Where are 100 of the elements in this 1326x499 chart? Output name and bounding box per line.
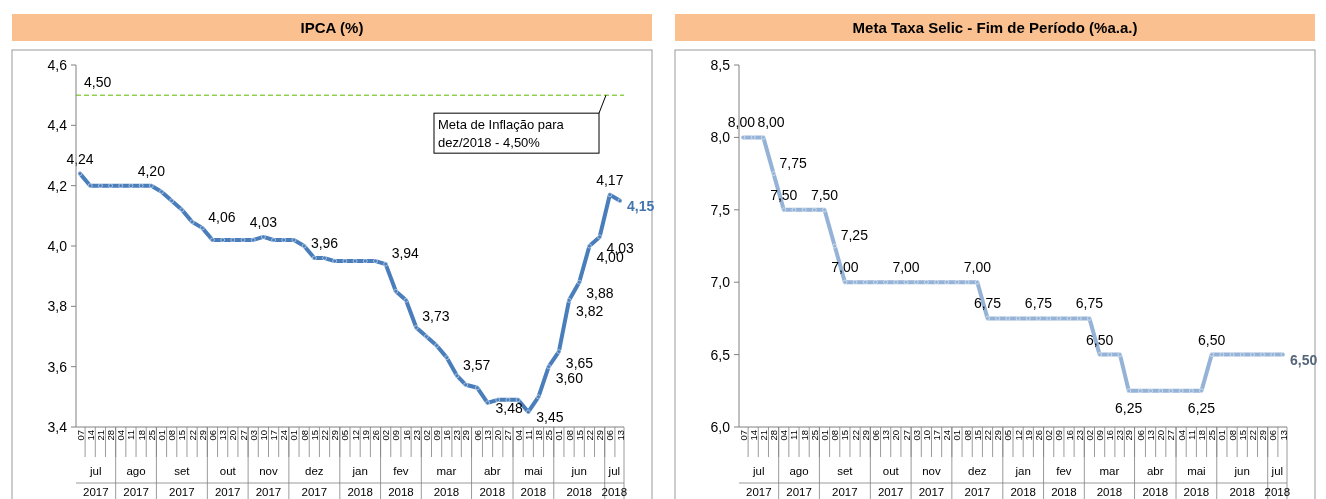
x-tick-label: 13 <box>1145 430 1157 441</box>
x-tick-label: 07 <box>737 430 749 441</box>
y-tick-label: 7,0 <box>710 274 731 291</box>
x-tick-label: 20 <box>1155 430 1167 441</box>
x-tick-label: 27 <box>502 430 514 441</box>
text: set <box>837 465 854 477</box>
x-tick-label: 22 <box>186 430 198 441</box>
x-tick-label: 25 <box>543 430 555 441</box>
x-tick-label: 16 <box>1104 430 1116 441</box>
x-tick-label: 19 <box>359 430 371 441</box>
x-tick-label: 03 <box>247 430 259 441</box>
data-label: 6,75 <box>973 295 1002 312</box>
data-label: 4,03 <box>249 213 278 230</box>
y-tick-label: 8,0 <box>710 129 731 146</box>
data-label: 7,25 <box>840 227 869 243</box>
text: ago <box>126 465 146 477</box>
x-tick-label: 20 <box>890 430 902 441</box>
x-tick-label: 23 <box>410 430 422 441</box>
x-tick-label: 22 <box>982 430 994 441</box>
data-label: 3,48 <box>495 399 524 416</box>
x-tick-label: 28 <box>105 430 117 441</box>
x-tick-label: 09 <box>1094 430 1106 441</box>
y-tick-label: 3,6 <box>47 358 68 375</box>
x-tick-label: 28 <box>768 430 780 441</box>
text: abr <box>483 465 501 477</box>
x-tick-label: 13 <box>482 430 494 441</box>
x-tick-label: 08 <box>961 430 973 441</box>
x-tick-label: 01 <box>288 430 300 441</box>
text: jul <box>1270 465 1284 477</box>
x-tick-label: 15 <box>573 430 585 441</box>
data-label: 4,15 <box>627 197 655 214</box>
x-tick-label: 02 <box>1043 430 1055 441</box>
x-tick-label: 13 <box>614 430 626 441</box>
x-tick-label: 22 <box>1246 430 1258 441</box>
x-tick-label: 15 <box>308 430 320 441</box>
data-label: 6,75 <box>1075 295 1104 312</box>
x-tick-label: 23 <box>1073 430 1085 441</box>
annotation: 4,50 <box>84 74 112 91</box>
x-tick-label: 12 <box>349 430 361 441</box>
x-tick-label: 01 <box>156 430 168 441</box>
text: 2018 <box>1142 486 1169 498</box>
text: 2017 <box>83 486 109 498</box>
x-tick-label: 12 <box>1012 430 1024 441</box>
data-label: 4,17 <box>596 171 624 188</box>
text: 2017 <box>746 486 772 498</box>
text: 2018 <box>479 486 506 498</box>
text: 2017 <box>169 486 195 498</box>
text: 2018 <box>566 486 593 498</box>
data-label: 7,75 <box>779 154 808 171</box>
y-tick-label: 4,6 <box>47 57 68 73</box>
x-tick-label: 06 <box>1134 430 1146 441</box>
text: jul <box>752 465 765 477</box>
x-tick-label: 02 <box>1083 430 1095 441</box>
data-label: 7,00 <box>963 259 992 276</box>
x-tick-label: 08 <box>166 430 178 441</box>
text: nov <box>259 465 279 477</box>
x-tick-label: 13 <box>1277 430 1289 441</box>
x-tick-label: 08 <box>563 430 575 441</box>
text: 2017 <box>255 486 282 498</box>
text: 2018 <box>1096 486 1123 498</box>
y-tick-label: 8,5 <box>710 57 731 73</box>
text: mar <box>1099 465 1120 477</box>
y-tick-label: 6,0 <box>710 419 731 435</box>
data-label: 6,25 <box>1115 399 1143 416</box>
y-tick-label: 4,4 <box>47 117 68 134</box>
text: 2018 <box>388 486 414 498</box>
text: 2018 <box>433 486 460 498</box>
data-label: 6,50 <box>1198 331 1226 348</box>
x-tick-label: 26 <box>1032 430 1044 441</box>
x-tick-label: 29 <box>460 430 472 441</box>
x-tick-label: 01 <box>819 430 831 441</box>
x-tick-label: 05 <box>339 430 351 441</box>
x-tick-label: 09 <box>431 430 443 441</box>
x-tick-label: 18 <box>798 430 810 441</box>
x-tick-label: 16 <box>400 430 412 441</box>
x-tick-label: 04 <box>512 430 524 441</box>
text: jun <box>1233 465 1250 477</box>
ref-line-label: Meta de Inflação para dez/2018 - 4,50% <box>438 117 565 151</box>
text: mai <box>524 465 543 477</box>
x-tick-label: 06 <box>206 430 218 441</box>
x-tick-label: 09 <box>390 430 402 441</box>
text: 2018 <box>601 486 628 498</box>
chart-title: Meta Taxa Selic - Fim de Período (%a.a.) <box>852 19 1138 36</box>
data-label: 3,88 <box>586 285 614 302</box>
data-label: 3,45 <box>536 408 564 425</box>
text: set <box>174 465 191 477</box>
text: mar <box>436 465 457 477</box>
x-tick-label: 29 <box>992 430 1004 441</box>
x-tick-label: 20 <box>492 430 504 441</box>
x-tick-label: 11 <box>125 430 137 440</box>
text: jul <box>607 465 621 477</box>
x-tick-label: 21 <box>94 430 106 441</box>
x-tick-label: 08 <box>829 430 841 441</box>
text: dez <box>305 465 324 477</box>
x-tick-label: 29 <box>594 430 606 441</box>
x-tick-label: 21 <box>757 430 769 441</box>
x-tick-label: 13 <box>217 430 229 441</box>
text: 2018 <box>520 486 547 498</box>
x-tick-label: 06 <box>471 430 483 441</box>
x-tick-label: 29 <box>329 430 341 441</box>
